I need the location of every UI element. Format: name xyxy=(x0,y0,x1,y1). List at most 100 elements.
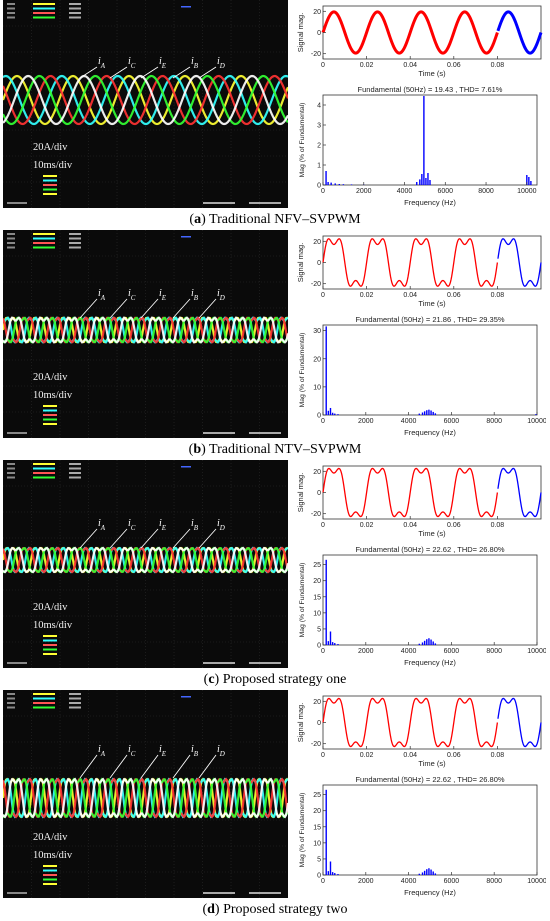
spectrum-chart: Fundamental (50Hz) = 21.86 , THD= 29.35%… xyxy=(299,315,546,437)
y-tick-label: -20 xyxy=(311,51,321,58)
x-tick-label: 4000 xyxy=(397,188,413,195)
trigger-marker xyxy=(181,696,191,698)
plot-area xyxy=(322,94,538,186)
y-tick-label: 0 xyxy=(317,260,321,267)
readout-glyph xyxy=(69,702,81,704)
spectrum-bar xyxy=(418,873,420,875)
x-tick-label: 0 xyxy=(321,878,325,885)
spectrum-bar xyxy=(350,184,353,185)
y-tick-label: 0 xyxy=(317,183,321,190)
y-tick-label: 20 xyxy=(313,578,321,585)
readout-glyph xyxy=(69,246,81,249)
x-tick-label: 0.02 xyxy=(360,522,374,529)
readout-glyph xyxy=(7,467,15,470)
spectrum-bar xyxy=(430,869,432,875)
spectrum-bar xyxy=(530,181,532,185)
readout-glyph xyxy=(249,202,281,204)
x-tick-label: 0 xyxy=(321,292,325,299)
x-tick-label: 10000 xyxy=(527,878,546,885)
readout-glyph xyxy=(43,653,57,655)
readout-glyph xyxy=(7,202,27,204)
readout-glyph xyxy=(203,892,235,894)
y-tick-label: 3 xyxy=(317,123,321,130)
y-tick-label: 15 xyxy=(313,824,321,831)
label-arrow xyxy=(198,754,217,779)
phase-label: iA xyxy=(98,288,106,302)
label-arrow xyxy=(140,66,159,79)
y-tick-label: 2 xyxy=(317,143,321,150)
spectrum-bar xyxy=(421,642,424,645)
signal-x-axis-label: Time (s) xyxy=(418,529,446,538)
readout-glyph xyxy=(43,423,57,425)
spectrum-title: Fundamental (50Hz) = 22.62 , THD= 26.80% xyxy=(355,545,504,554)
readout-glyph xyxy=(7,237,15,240)
readout-glyph xyxy=(43,865,57,867)
readout-glyph xyxy=(43,635,57,637)
readout-glyph xyxy=(69,463,81,465)
phase-label: iA xyxy=(98,56,106,70)
spectrum-x-axis-label: Frequency (Hz) xyxy=(404,198,456,207)
panel-letter: b xyxy=(193,442,202,457)
spectrum-bar xyxy=(426,869,428,875)
spectrum-bar xyxy=(423,870,426,875)
x-tick-label: 2000 xyxy=(358,648,374,655)
readout-glyph xyxy=(69,3,81,5)
plot-area xyxy=(322,784,538,876)
spectrum-bar xyxy=(327,871,330,875)
label-arrow xyxy=(109,298,128,319)
readout-glyph xyxy=(69,233,81,235)
readout-glyph xyxy=(7,7,15,10)
y-tick-label: -20 xyxy=(311,511,321,518)
spectrum-bar xyxy=(428,868,430,875)
readout-glyph xyxy=(7,472,15,474)
oscilloscope-screen: iA iC iE iB iD 20A/div 10ms/div xyxy=(3,230,288,438)
spectrum-y-axis-label: Mag (% of Fundamental) xyxy=(299,103,306,178)
spectrum-bar xyxy=(342,184,345,185)
x-tick-label: 0.04 xyxy=(403,522,417,529)
spectrum-bar xyxy=(329,407,332,415)
spectrum-bar xyxy=(421,872,424,875)
phase-current-trace xyxy=(3,74,288,126)
readout-glyph xyxy=(203,432,235,434)
y-tick-label: -20 xyxy=(311,741,321,748)
spectrum-bar xyxy=(427,173,429,185)
spectrum-bar xyxy=(418,643,420,645)
spectrum-bar xyxy=(429,180,431,185)
x-tick-label: 0 xyxy=(321,62,325,69)
spectrum-bar xyxy=(325,326,327,415)
spectrum-bar xyxy=(423,411,426,415)
readout-glyph xyxy=(33,242,55,244)
readout-glyph xyxy=(33,463,55,465)
x-tick-label: 0.04 xyxy=(403,752,417,759)
x-tick-label: 0.02 xyxy=(360,752,374,759)
osc-channel-readouts xyxy=(7,693,81,709)
readout-glyph xyxy=(43,175,57,177)
figure-panel-a: iA iC iE iB iD 20A/div 10ms/div 20 0 -20 0 0.02 0.04… xyxy=(0,0,550,230)
spectrum-bar xyxy=(434,643,437,645)
readout-glyph xyxy=(33,237,55,240)
readout-glyph xyxy=(69,706,81,709)
spectrum-bar xyxy=(426,639,428,645)
panel-caption: (c) Proposed strategy one xyxy=(203,672,347,687)
current-scale-label: 20A/div xyxy=(33,602,68,613)
signal-x-axis-label: Time (s) xyxy=(418,299,446,308)
spectrum-plot: Fundamental (50Hz) = 22.62 , THD= 26.80%… xyxy=(293,772,546,898)
readout-glyph xyxy=(33,246,55,249)
y-tick-label: 10 xyxy=(313,610,321,617)
readout-glyph xyxy=(33,693,55,695)
readout-glyph xyxy=(43,409,57,412)
x-tick-label: 10000 xyxy=(527,648,546,655)
panel-caption-text: Proposed strategy two xyxy=(219,902,348,917)
spectrum-bar xyxy=(325,789,327,875)
spectrum-x-axis-label: Frequency (Hz) xyxy=(404,658,456,667)
x-tick-label: 8000 xyxy=(486,418,502,425)
panel-caption: (a) Traditional NFV–SVPWM xyxy=(189,212,361,227)
readout-glyph xyxy=(7,697,15,700)
y-tick-label: 20 xyxy=(313,469,321,476)
spectrum-x-axis-label: Frequency (Hz) xyxy=(404,428,456,437)
signal-line-red xyxy=(322,238,499,287)
label-arrow xyxy=(109,528,128,549)
x-tick-label: 6000 xyxy=(437,188,453,195)
y-tick-label: 10 xyxy=(313,840,321,847)
